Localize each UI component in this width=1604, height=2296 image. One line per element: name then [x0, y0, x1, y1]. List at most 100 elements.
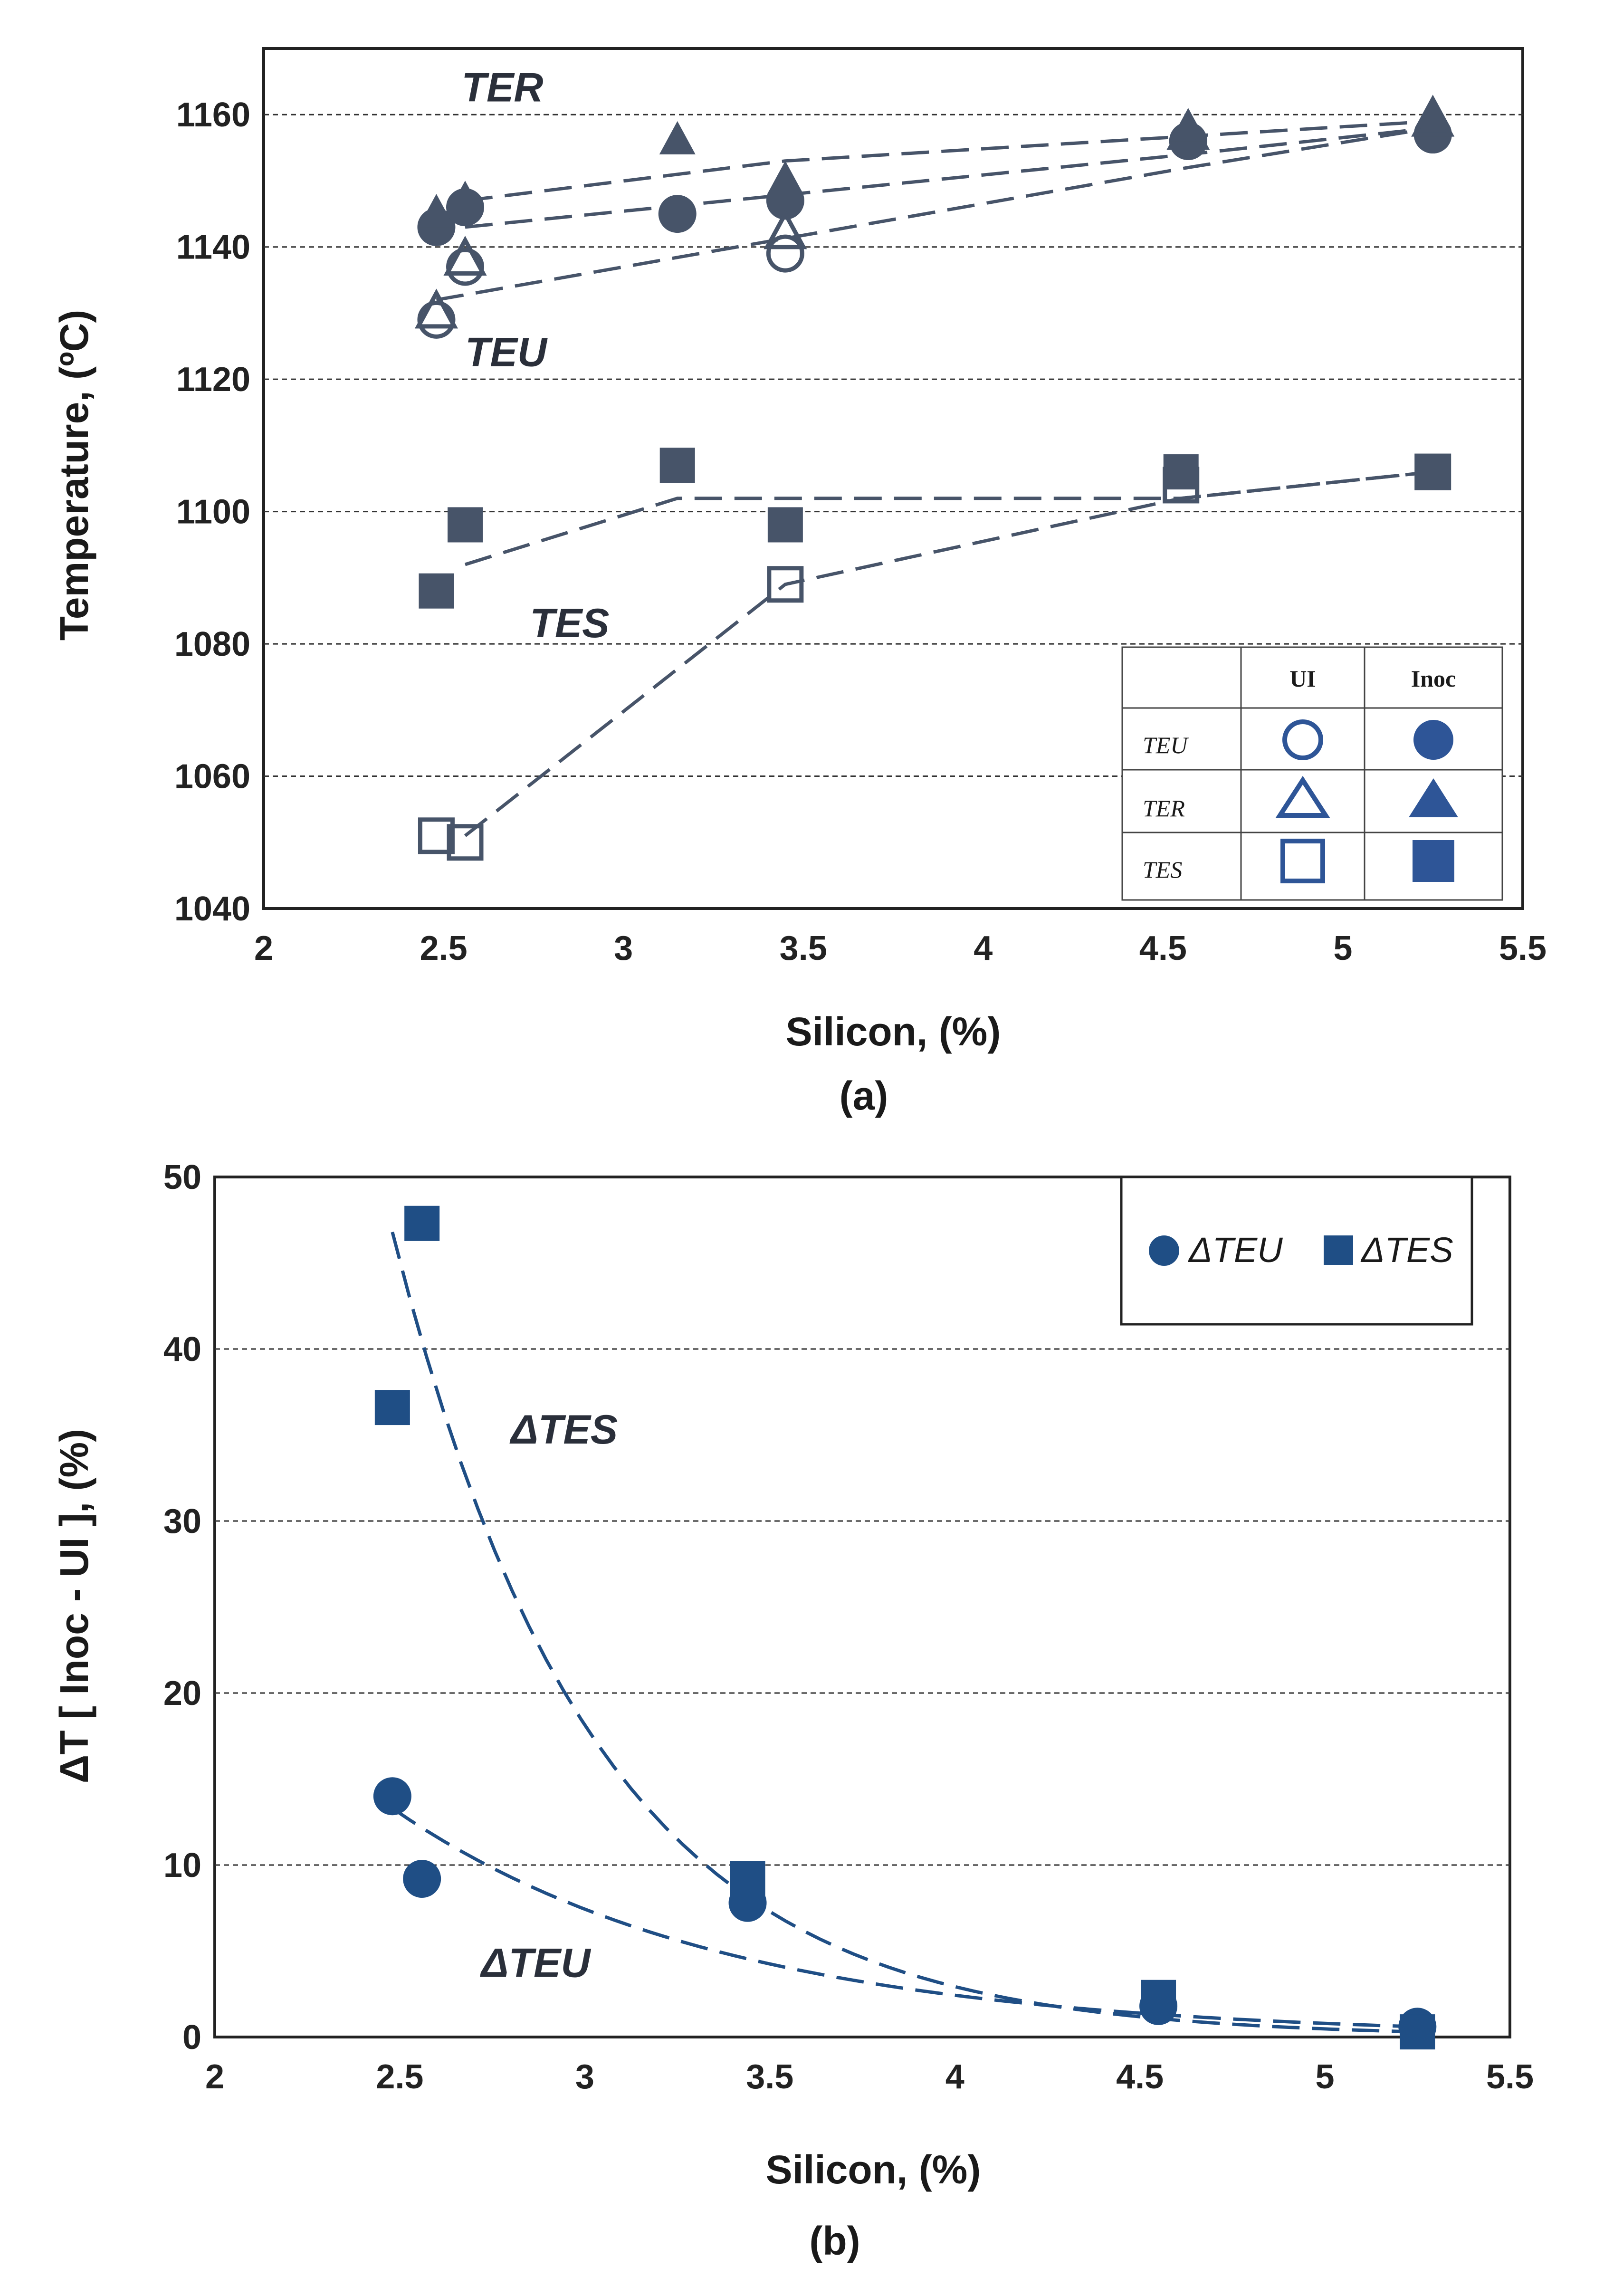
trend-line-ter-inoc-trend: [465, 119, 1433, 202]
point-delta-tes: [1141, 1980, 1176, 2015]
y-tick-label: 1080: [174, 625, 250, 663]
legend-header-inoc: Inoc: [1411, 665, 1456, 692]
x-tick-label: 5: [1316, 2058, 1335, 2096]
x-tick-label: 5.5: [1486, 2058, 1534, 2096]
panel-a-data-marks: [414, 95, 1455, 861]
y-tick-label: 1140: [176, 229, 250, 267]
point-teu-inoc: [658, 195, 697, 233]
panel-b-x-axis-label: Silicon, (%): [766, 2147, 981, 2192]
point-tes-inoc: [767, 507, 803, 543]
y-tick-label: 1060: [174, 758, 250, 796]
point-tes-ui: [767, 566, 804, 603]
trend-line-tes-ui-trend: [464, 470, 1433, 837]
legend-row-label-ter: TER: [1143, 795, 1185, 822]
panel-a-plot-frame: [262, 47, 1524, 910]
panel-a-y-tick-labels: 1040 1060 1080 1100 1120 1140 1160: [174, 96, 250, 928]
point-tes-inoc: [419, 573, 454, 609]
point-ter-ui: [443, 236, 487, 276]
legend-delta-teu-circle-icon: [1149, 1235, 1179, 1266]
point-tes-inoc: [1415, 454, 1451, 490]
panel-b-annotations: ΔTES ΔTEU: [480, 1407, 618, 1986]
x-tick-label: 2.5: [376, 2058, 423, 2096]
y-tick-label: 1040: [174, 890, 250, 928]
y-tick-label: 1120: [176, 361, 250, 399]
annotation-ter: TER: [461, 65, 543, 110]
trend-line-delta-tes-fit: [391, 1231, 1418, 2034]
x-tick-label: 3.5: [780, 929, 827, 967]
trend-line-teu-inoc-trend: [465, 126, 1433, 229]
point-ter-inoc: [418, 194, 455, 228]
panel-a-x-tick-labels: 2 2.5 3 3.5 4 4.5 5 5.5: [254, 929, 1547, 967]
panel-b-y-axis-label: ΔT [ Inoc - UI ], (%): [52, 1429, 96, 1783]
y-tick-label: 50: [163, 1158, 201, 1196]
y-tick-label: 0: [182, 2019, 201, 2057]
trend-line-delta-teu-fit: [391, 1807, 1418, 2028]
trend-line-ter-ui-trend: [436, 126, 1433, 302]
annotation-delta-tes: ΔTES: [509, 1407, 618, 1453]
y-tick-label: 1100: [176, 493, 250, 531]
x-tick-label: 2: [254, 929, 273, 967]
point-teu-ui: [446, 248, 484, 286]
legend-ter-ui-triangle-open-icon: [1275, 775, 1330, 818]
point-ter-ui: [764, 209, 807, 249]
panel-b-plot-frame: [213, 1176, 1511, 2038]
panel-a-annotations: TER TEU TES: [461, 65, 609, 646]
legend-row-label-tes: TES: [1143, 856, 1182, 883]
point-tes-inoc: [1163, 454, 1199, 490]
panel-b-legend: ΔTEU ΔTES: [1120, 1176, 1473, 1326]
y-tick-label: 30: [163, 1502, 201, 1540]
legend-header-ui: UI: [1289, 665, 1316, 692]
panel-b-chart: 0 10 20 30 40 50 2 2.5 3 3.5 4 4.5 5 5.5 ΔTES ΔTEU Si…: [52, 1158, 1534, 2263]
y-tick-label: 40: [163, 1330, 201, 1368]
legend-tes-inoc-square-filled-icon: [1413, 840, 1454, 882]
x-tick-label: 2.5: [420, 929, 468, 967]
point-delta-tes: [404, 1205, 440, 1241]
panel-a-x-axis-label: Silicon, (%): [786, 1009, 1001, 1054]
x-tick-label: 2: [205, 2058, 224, 2096]
annotation-delta-teu: ΔTEU: [480, 1940, 592, 1986]
x-tick-label: 3: [614, 929, 633, 967]
point-tes-ui: [418, 817, 455, 854]
point-delta-teu: [373, 1777, 411, 1816]
point-delta-tes: [374, 1390, 410, 1425]
legend-row-label-teu: TEU: [1143, 732, 1189, 758]
point-tes-inoc: [448, 507, 483, 543]
panel-b-y-tick-labels: 0 10 20 30 40 50: [163, 1158, 201, 2057]
panel-a-caption: (a): [840, 1073, 888, 1118]
panel-a-legend-table: UI Inoc TEU TER TES: [1121, 646, 1503, 901]
legend-delta-tes-label: ΔTES: [1360, 1230, 1453, 1270]
point-ter-ui: [414, 288, 458, 329]
legend-tes-ui-square-open-icon: [1280, 839, 1325, 883]
annotation-tes: TES: [530, 601, 609, 646]
panel-b-trend-lines: [391, 1231, 1418, 2034]
y-tick-label: 20: [163, 1674, 201, 1712]
panel-a-chart: 1040 1060 1080 1100 1120 1140 1160 2 2.5 3 3.5 4 4.…: [52, 47, 1547, 1118]
point-ter-inoc: [1170, 108, 1206, 142]
point-teu-ui: [766, 234, 804, 273]
panel-b-data-marks: [373, 1205, 1437, 2050]
panel-b-x-tick-labels: 2 2.5 3 3.5 4 4.5 5 5.5: [205, 2058, 1534, 2096]
point-delta-tes: [730, 1861, 765, 1896]
point-tes-inoc: [659, 448, 695, 483]
panel-b-caption: (b): [809, 2219, 860, 2263]
panel-b-gridlines: [215, 1348, 1510, 1866]
legend-ter-inoc-triangle-filled-icon: [1409, 778, 1458, 817]
point-teu-ui: [417, 300, 456, 339]
y-tick-label: 10: [163, 1846, 201, 1885]
point-ter-inoc: [659, 121, 696, 154]
x-tick-label: 3: [575, 2058, 594, 2096]
legend-delta-teu-label: ΔTEU: [1188, 1230, 1283, 1270]
point-delta-tes: [1400, 2014, 1435, 2050]
point-ter-inoc: [1414, 95, 1451, 128]
x-tick-label: 4: [945, 2058, 964, 2096]
x-tick-label: 3.5: [746, 2058, 793, 2096]
point-tes-ui: [447, 824, 484, 861]
legend-teu-ui-circle-open-icon: [1282, 719, 1323, 760]
x-tick-label: 4.5: [1139, 929, 1187, 967]
legend-teu-inoc-circle-filled-icon: [1413, 720, 1453, 760]
point-ter-inoc: [447, 181, 483, 214]
x-tick-label: 5.5: [1499, 929, 1547, 967]
x-tick-label: 4: [974, 929, 993, 967]
point-ter-inoc: [767, 161, 803, 194]
